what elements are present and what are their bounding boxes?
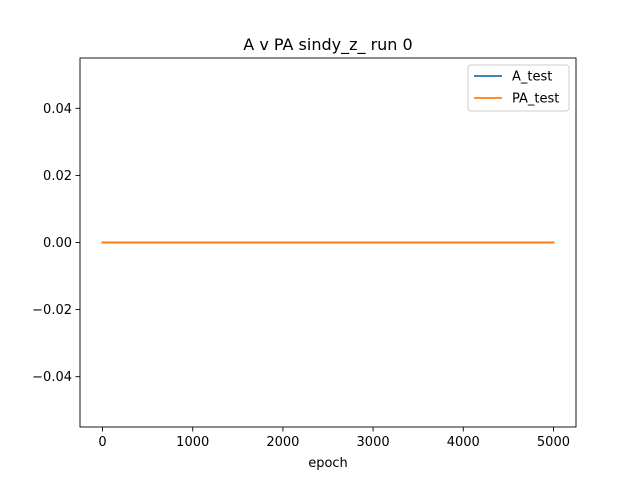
legend-label: PA_test xyxy=(512,92,559,107)
x-tick-label: 5000 xyxy=(537,435,570,450)
y-tick-label: 0.02 xyxy=(43,169,72,184)
x-tick-label: 1000 xyxy=(176,435,209,450)
x-axis-label: epoch xyxy=(308,456,348,471)
legend-label: A_test xyxy=(512,70,552,85)
x-tick-label: 3000 xyxy=(357,435,390,450)
y-axis: −0.04 −0.02 0.00 0.02 0.04 xyxy=(32,102,80,385)
chart-title: A v PA sindy_z_ run 0 xyxy=(243,35,412,55)
y-tick-label: −0.04 xyxy=(32,370,72,385)
x-tick-label: 4000 xyxy=(447,435,480,450)
y-tick-label: 0.00 xyxy=(43,236,72,251)
x-tick-label: 0 xyxy=(98,435,106,450)
x-axis: 0 1000 2000 3000 4000 5000 xyxy=(98,427,570,450)
x-tick-label: 2000 xyxy=(266,435,299,450)
y-tick-label: 0.04 xyxy=(43,102,72,117)
y-tick-label: −0.02 xyxy=(32,303,72,318)
legend: A_test PA_test xyxy=(467,64,570,112)
